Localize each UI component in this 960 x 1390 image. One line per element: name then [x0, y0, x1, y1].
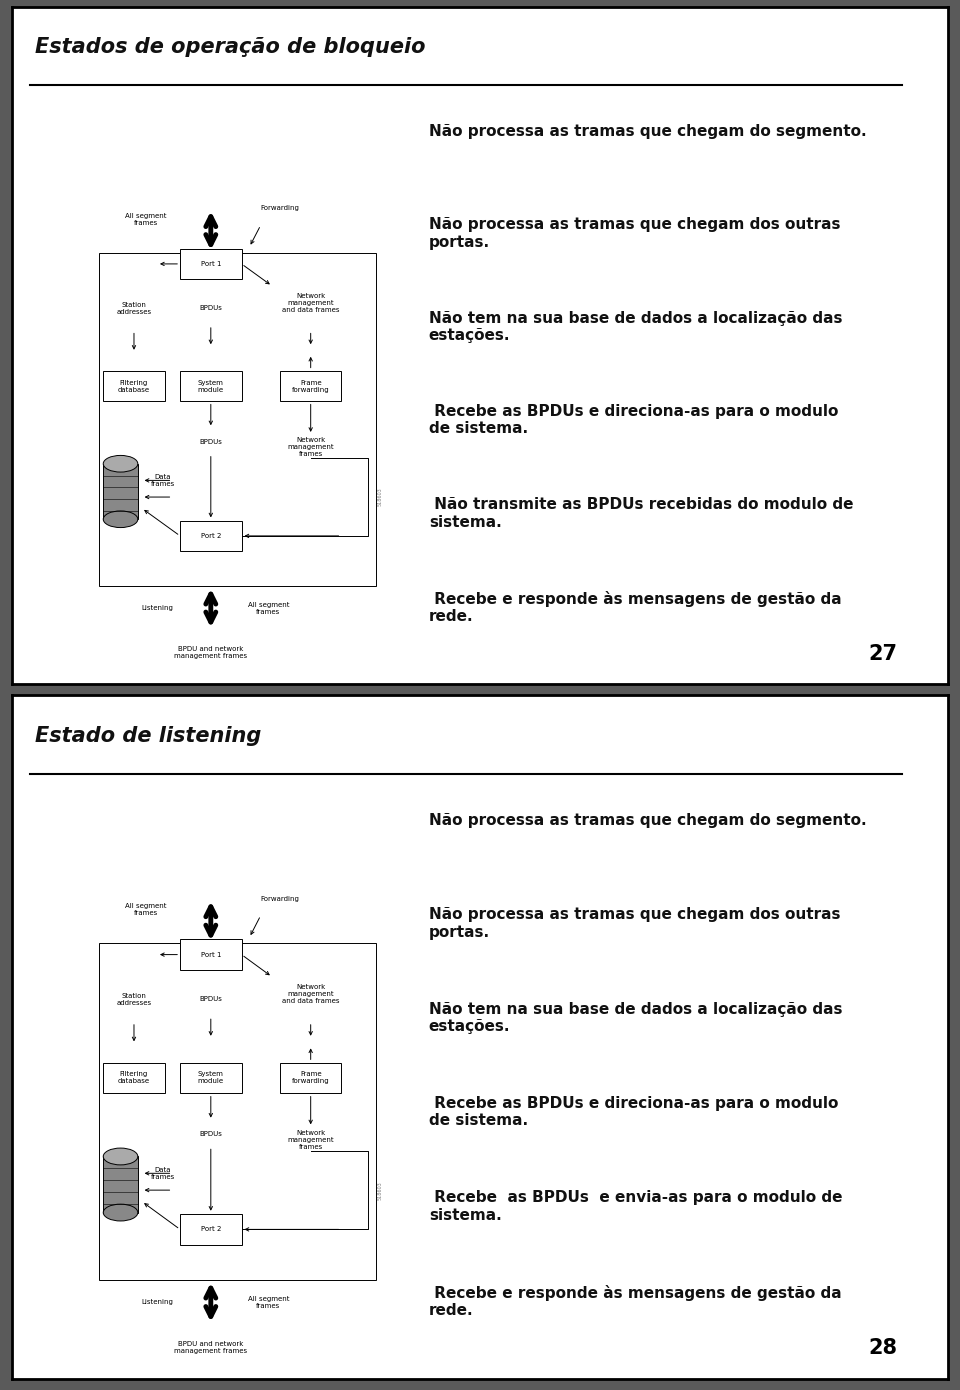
- Text: All segment
frames: All segment frames: [125, 213, 166, 227]
- Bar: [180, 249, 242, 279]
- Text: Port 2: Port 2: [201, 532, 221, 539]
- Text: BPDUs: BPDUs: [200, 997, 223, 1002]
- Ellipse shape: [104, 1204, 138, 1220]
- Text: Recebe  as BPDUs  e envia-as para o modulo de
sistema.: Recebe as BPDUs e envia-as para o modulo…: [429, 1190, 842, 1223]
- Text: Data
frames: Data frames: [151, 474, 175, 486]
- Text: Network
management
frames: Network management frames: [287, 436, 334, 457]
- Text: Recebe as BPDUs e direciona-as para o modulo
de sistema.: Recebe as BPDUs e direciona-as para o mo…: [429, 404, 838, 436]
- Text: Port 2: Port 2: [201, 1226, 221, 1233]
- Text: Data
frames: Data frames: [151, 1166, 175, 1180]
- Text: 28: 28: [869, 1339, 898, 1358]
- Bar: [180, 940, 242, 970]
- Ellipse shape: [104, 456, 138, 473]
- Text: Network
management
and data frames: Network management and data frames: [282, 293, 340, 313]
- Bar: [100, 944, 376, 1280]
- Text: Não processa as tramas que chegam do segmento.: Não processa as tramas que chegam do seg…: [429, 124, 867, 139]
- Text: Não processa as tramas que chegam dos outras
portas.: Não processa as tramas que chegam dos ou…: [429, 908, 840, 940]
- Bar: [104, 464, 138, 520]
- Text: Estado de listening: Estado de listening: [35, 726, 261, 746]
- Text: BPDUs: BPDUs: [200, 306, 223, 311]
- Text: 518603: 518603: [377, 488, 382, 506]
- Text: All segment
frames: All segment frames: [248, 602, 289, 614]
- Text: 27: 27: [869, 644, 898, 663]
- Bar: [180, 371, 242, 402]
- Text: Frame
forwarding: Frame forwarding: [292, 1072, 329, 1084]
- Bar: [180, 521, 242, 552]
- Text: Listening: Listening: [141, 605, 173, 612]
- Text: All segment
frames: All segment frames: [248, 1295, 289, 1309]
- Text: Network
management
frames: Network management frames: [287, 1130, 334, 1150]
- Bar: [104, 1156, 138, 1212]
- Bar: [280, 1062, 342, 1094]
- Text: BPDU and network
management frames: BPDU and network management frames: [175, 1340, 248, 1354]
- Bar: [100, 253, 376, 585]
- Text: Station
addresses: Station addresses: [116, 302, 152, 314]
- Text: Frame
forwarding: Frame forwarding: [292, 379, 329, 392]
- Text: Não processa as tramas que chegam dos outras
portas.: Não processa as tramas que chegam dos ou…: [429, 217, 840, 250]
- Bar: [104, 371, 165, 402]
- Text: Estados de operação de bloqueio: Estados de operação de bloqueio: [35, 38, 425, 57]
- Text: Não tem na sua base de dados a localização das
estações.: Não tem na sua base de dados a localizaç…: [429, 310, 842, 343]
- Text: Não processa as tramas que chegam do segmento.: Não processa as tramas que chegam do seg…: [429, 813, 867, 828]
- Text: Port 1: Port 1: [201, 261, 221, 267]
- Text: Não tem na sua base de dados a localização das
estações.: Não tem na sua base de dados a localizaç…: [429, 1002, 842, 1034]
- Ellipse shape: [104, 1148, 138, 1165]
- Text: Port 1: Port 1: [201, 952, 221, 958]
- Text: Filtering
database: Filtering database: [118, 379, 150, 392]
- Text: Recebe e responde às mensagens de gestão da
rede.: Recebe e responde às mensagens de gestão…: [429, 1284, 842, 1318]
- Text: Forwarding: Forwarding: [261, 895, 300, 902]
- Text: Network
management
and data frames: Network management and data frames: [282, 984, 340, 1004]
- Ellipse shape: [104, 512, 138, 528]
- Text: BPDUs: BPDUs: [200, 1131, 223, 1137]
- Text: All segment
frames: All segment frames: [125, 904, 166, 916]
- Text: Station
addresses: Station addresses: [116, 992, 152, 1006]
- Bar: [180, 1213, 242, 1245]
- Text: Recebe e responde às mensagens de gestão da
rede.: Recebe e responde às mensagens de gestão…: [429, 591, 842, 624]
- Text: BPDUs: BPDUs: [200, 438, 223, 445]
- Text: System
module: System module: [198, 379, 224, 392]
- Text: Não transmite as BPDUs recebidas do modulo de
sistema.: Não transmite as BPDUs recebidas do modu…: [429, 498, 853, 530]
- Bar: [104, 1062, 165, 1094]
- Text: 518603: 518603: [377, 1180, 382, 1200]
- Bar: [280, 371, 342, 402]
- Text: Forwarding: Forwarding: [261, 206, 300, 211]
- Bar: [180, 1062, 242, 1094]
- Text: Recebe as BPDUs e direciona-as para o modulo
de sistema.: Recebe as BPDUs e direciona-as para o mo…: [429, 1097, 838, 1129]
- Text: Filtering
database: Filtering database: [118, 1072, 150, 1084]
- Text: System
module: System module: [198, 1072, 224, 1084]
- Text: Listening: Listening: [141, 1300, 173, 1305]
- Text: BPDU and network
management frames: BPDU and network management frames: [175, 646, 248, 659]
